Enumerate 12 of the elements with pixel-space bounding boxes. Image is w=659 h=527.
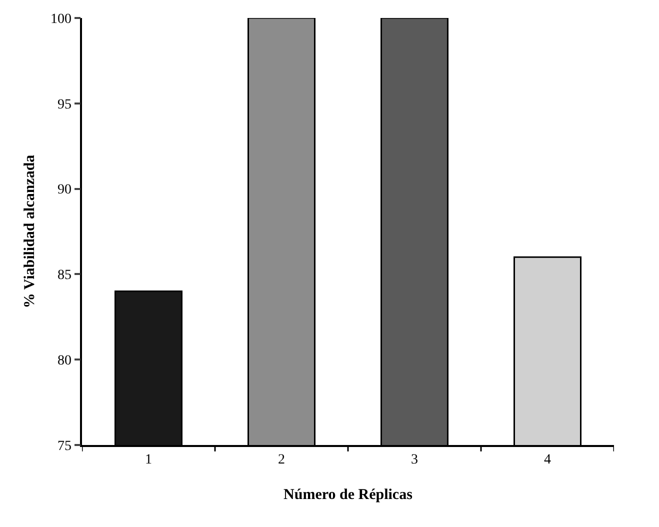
y-tick-label: 85 bbox=[57, 268, 72, 284]
y-tick-label: 80 bbox=[57, 354, 72, 368]
x-tick-label: 2 bbox=[278, 452, 285, 468]
y-tick-label: 90 bbox=[57, 182, 72, 198]
x-tick-label: 1 bbox=[145, 452, 152, 468]
y-tick-label: 100 bbox=[50, 12, 72, 27]
y-tick-label: 95 bbox=[57, 97, 72, 112]
x-axis-title: Número de Réplicas bbox=[284, 487, 413, 504]
x-tick-label: 3 bbox=[411, 452, 418, 468]
y-axis-title: % Viabilidad alcanzada bbox=[22, 154, 38, 308]
x-tick-label: 4 bbox=[544, 452, 551, 468]
y-tick-label: 75 bbox=[57, 438, 72, 454]
